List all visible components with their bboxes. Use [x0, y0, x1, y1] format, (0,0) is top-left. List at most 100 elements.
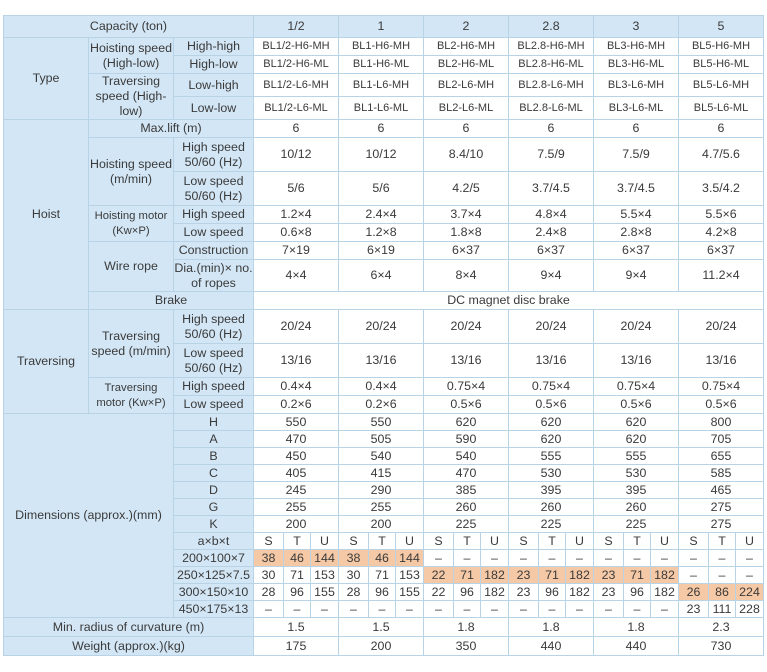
value-cell: 620	[593, 430, 679, 448]
beam-value-cell: 22	[423, 566, 454, 584]
value-cell: 465	[678, 481, 764, 499]
beam-value-cell: 71	[453, 566, 481, 584]
beam-size-label: 300×150×10	[173, 583, 254, 601]
stu-header: T	[538, 532, 566, 550]
value-cell: 385	[423, 481, 509, 499]
beam-value-cell: 182	[480, 566, 509, 584]
value-cell: 5/6	[338, 171, 424, 206]
value-cell: 0.4×4	[338, 377, 424, 396]
beam-value-cell: 26	[678, 583, 709, 601]
value-cell: 255	[253, 498, 339, 516]
value-cell: 470	[253, 430, 339, 448]
beam-value-cell: –	[310, 600, 339, 618]
value-cell: 6×4	[338, 259, 424, 292]
wire-rope-label: Wire rope	[88, 241, 174, 292]
value-cell: 655	[678, 447, 764, 465]
value-cell: 0.4×4	[253, 377, 339, 396]
beam-value-cell: 30	[253, 566, 284, 584]
min-radius-label: Min. radius of curvature (m)	[3, 617, 254, 637]
model-code-cell: BL1-L6-ML	[338, 96, 424, 120]
value-cell: 275	[678, 498, 764, 516]
value-cell: 2.3	[678, 617, 764, 637]
stu-header: U	[310, 532, 339, 550]
value-cell: 5.5×6	[678, 205, 764, 224]
value-cell: 8×4	[423, 259, 509, 292]
beam-value-cell: 182	[650, 566, 679, 584]
max-lift-label: Max.lift (m)	[88, 119, 254, 138]
beam-value-cell: –	[593, 549, 624, 567]
value-cell: 13/16	[423, 343, 509, 378]
value-cell: 20/24	[678, 309, 764, 344]
stu-header: U	[650, 532, 679, 550]
weight-label: Weight (approx.)(kg)	[3, 636, 254, 656]
beam-value-cell: 182	[480, 583, 509, 601]
beam-value-cell: 23	[508, 566, 539, 584]
model-code-cell: BL2-L6-ML	[423, 96, 509, 120]
capacity-column-header: 3	[593, 15, 679, 38]
value-cell: 3.7/4.5	[593, 171, 679, 206]
model-code-cell: BL2.8-L6-ML	[508, 96, 594, 120]
dimension-row-label: C	[173, 464, 254, 482]
value-cell: 3.5/4.2	[678, 171, 764, 206]
capacity-column-header: 2.8	[508, 15, 594, 38]
beam-value-cell: 23	[593, 583, 624, 601]
stu-header: S	[423, 532, 454, 550]
value-cell: 555	[593, 447, 679, 465]
value-cell: 290	[338, 481, 424, 499]
model-code-cell: BL3-L6-MH	[593, 73, 679, 97]
type-row-label: High-low	[173, 55, 254, 74]
value-cell: 800	[678, 413, 764, 431]
value-cell: 200	[253, 515, 339, 533]
value-cell: 6	[253, 119, 339, 138]
model-code-cell: BL1/2-L6-MH	[253, 73, 339, 97]
model-code-cell: BL5-L6-ML	[678, 96, 764, 120]
type-label: Type	[3, 37, 89, 120]
traversing-motor-label: Traversing motor (Kw×P)	[88, 377, 174, 414]
beam-value-cell: 71	[368, 566, 396, 584]
beam-value-cell: –	[735, 566, 764, 584]
value-cell: 1.5	[338, 617, 424, 637]
value-cell: 10/12	[253, 137, 339, 172]
value-cell: 175	[253, 636, 339, 656]
model-code-cell: BL3-L6-ML	[593, 96, 679, 120]
low-speed-label: Low speed 50/60 (Hz)	[173, 171, 254, 206]
beam-value-cell: 38	[253, 549, 284, 567]
beam-value-cell: 23	[678, 600, 709, 618]
model-code-cell: BL5-L6-MH	[678, 73, 764, 97]
beam-value-cell: –	[650, 549, 679, 567]
capacity-column-header: 5	[678, 15, 764, 38]
traversing-motor-low-label: Low speed	[173, 395, 254, 414]
capacity-column-header: 1	[338, 15, 424, 38]
model-code-cell: BL5-H6-MH	[678, 37, 764, 56]
beam-value-cell: 28	[253, 583, 284, 601]
beam-value-cell: –	[565, 600, 594, 618]
model-code-cell: BL2-L6-MH	[423, 73, 509, 97]
value-cell: 6×37	[508, 241, 594, 260]
capacity-column-header: 2	[423, 15, 509, 38]
value-cell: 13/16	[253, 343, 339, 378]
hoisting-motor-label: Hoisting motor (Kw×P)	[88, 205, 174, 242]
beam-value-cell: –	[283, 600, 311, 618]
beam-value-cell: –	[453, 600, 481, 618]
value-cell: 0.5×6	[423, 395, 509, 414]
value-cell: 395	[508, 481, 594, 499]
value-cell: 0.5×6	[593, 395, 679, 414]
dia-label: Dia.(min)× no. of ropes	[173, 259, 254, 292]
value-cell: 2.8×8	[593, 223, 679, 242]
beam-value-cell: –	[678, 549, 709, 567]
model-code-cell: BL2.8-H6-MH	[508, 37, 594, 56]
stu-header: S	[678, 532, 709, 550]
beam-value-cell: 28	[338, 583, 369, 601]
type-row-label: Low-high	[173, 73, 254, 97]
hoisting-speed-label: Hoisting speed (m/min)	[88, 137, 174, 206]
value-cell: 1.8	[508, 617, 594, 637]
value-cell: 1.2×8	[338, 223, 424, 242]
value-cell: 0.6×8	[253, 223, 339, 242]
beam-value-cell: 96	[623, 583, 651, 601]
dimension-row-label: B	[173, 447, 254, 465]
value-cell: 260	[423, 498, 509, 516]
beam-value-cell: 182	[650, 583, 679, 601]
value-cell: 620	[508, 430, 594, 448]
traversing-motor-high-label: High speed	[173, 377, 254, 396]
value-cell: 415	[338, 464, 424, 482]
